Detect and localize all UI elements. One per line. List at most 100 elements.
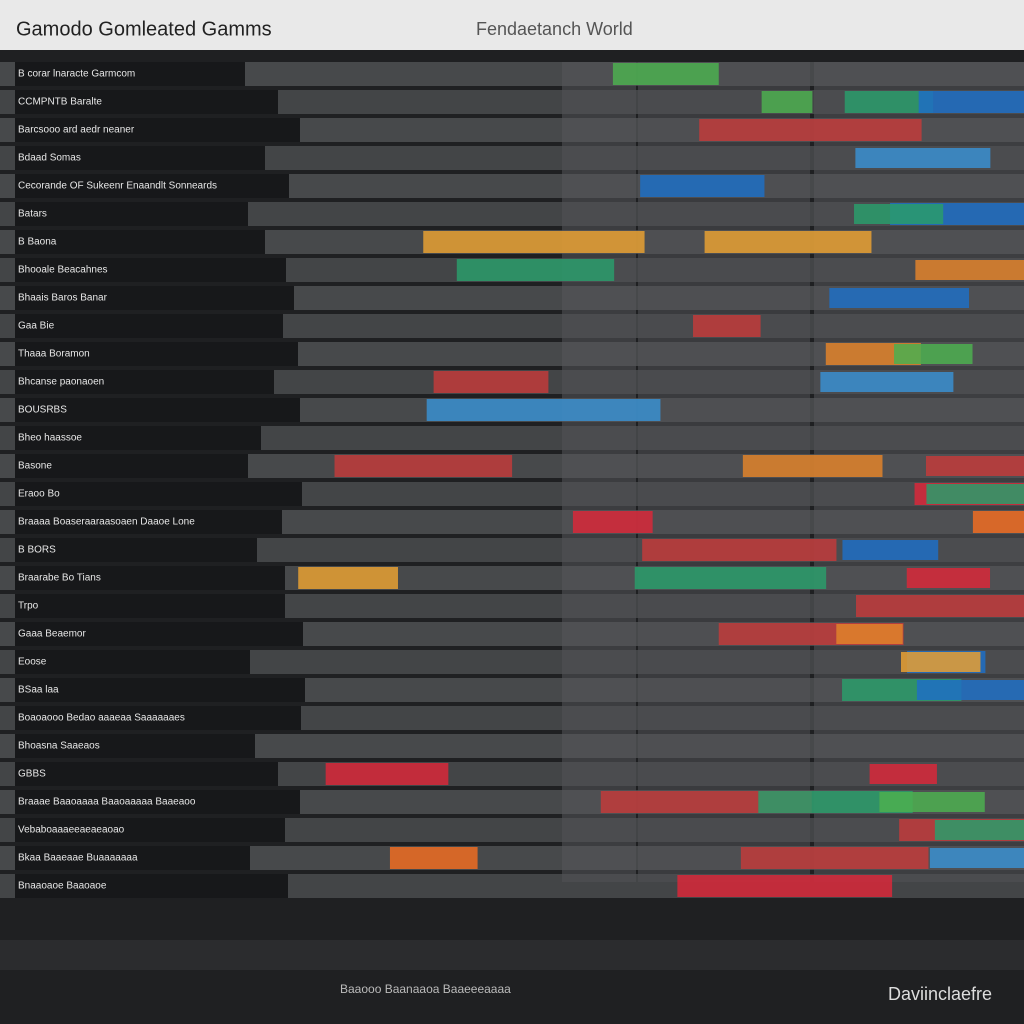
label-cell	[15, 426, 261, 450]
row-label: Cecorande OF Sukeenr Enaandlt Sonneards	[18, 181, 217, 192]
label-cell	[15, 398, 300, 422]
row-label: Bhooale Beacahnes	[18, 265, 108, 276]
label-cell	[15, 286, 294, 310]
color-segment	[916, 680, 1024, 700]
row-label: B corar lnaracte Garmcom	[18, 69, 135, 80]
label-cell	[15, 622, 303, 646]
color-segment	[423, 231, 645, 253]
color-segment	[433, 371, 549, 393]
row-label: Bkaa Baaeaae Buaaaaaaa	[18, 853, 138, 864]
label-cell	[15, 370, 274, 394]
color-segment	[900, 652, 981, 672]
row-label: Braarabe Bo Tians	[18, 573, 101, 584]
color-segment	[879, 792, 985, 812]
color-segment	[758, 791, 913, 813]
title: Gamodo Gomleated Gamms	[16, 18, 272, 40]
row-label: Barcsooo ard aedr neaner	[18, 125, 135, 136]
color-segment	[854, 204, 944, 224]
color-segment	[906, 568, 991, 588]
color-segment	[334, 455, 513, 477]
color-segment	[820, 372, 954, 392]
color-segment	[742, 455, 883, 477]
label-cell	[15, 538, 257, 562]
label-cell	[15, 314, 283, 338]
subtitle: Fendaetanch World	[476, 19, 633, 39]
footer-caption: Baaooo Baanaaoa Baaeeeaaaa	[340, 982, 511, 996]
row-label: Bdaad Somas	[18, 153, 81, 164]
color-segment	[918, 91, 1024, 113]
row-label: BSaa laa	[18, 685, 59, 696]
row-label: Thaaa Boramon	[18, 349, 90, 360]
color-segment	[740, 847, 929, 869]
label-cell	[15, 202, 248, 226]
label-cell	[15, 146, 265, 170]
color-segment	[426, 399, 661, 421]
label-cell	[15, 650, 250, 674]
label-cell	[15, 790, 300, 814]
color-segment	[693, 315, 761, 337]
row-label: Trpo	[18, 601, 39, 612]
color-segment	[325, 763, 449, 785]
color-segment	[915, 260, 1024, 280]
color-segment	[869, 764, 937, 784]
color-segment	[894, 344, 973, 364]
color-segment	[761, 91, 813, 113]
color-segment	[640, 175, 765, 197]
color-segment	[677, 875, 893, 897]
color-segment	[972, 511, 1024, 533]
row-label: Braaae Baaoaaaa Baaoaaaaa Baaeaoo	[18, 797, 196, 808]
label-cell	[15, 566, 285, 590]
color-segment	[389, 847, 478, 869]
color-segment	[929, 848, 1024, 868]
color-segment	[829, 288, 970, 308]
label-cell	[15, 734, 255, 758]
color-segment	[836, 624, 903, 644]
row-label: Bnaaoaoe Baaoaoe	[18, 881, 107, 892]
label-cell	[15, 174, 289, 198]
label-cell	[15, 510, 282, 534]
row-label: BOUSRBS	[18, 405, 67, 416]
color-segment	[856, 595, 1024, 617]
row-label: B BORS	[18, 545, 56, 556]
color-segment	[704, 231, 872, 253]
label-cell	[15, 482, 302, 506]
label-cell	[15, 342, 298, 366]
label-cell	[15, 818, 285, 842]
color-segment	[934, 820, 1024, 840]
label-cell	[15, 454, 248, 478]
brand: Daviinclaefre	[888, 984, 992, 1004]
label-cell	[15, 762, 278, 786]
label-cell	[15, 874, 288, 898]
row-label: Vebaboaaaeeaeaeaoao	[18, 825, 125, 836]
row-label: B Baona	[18, 237, 57, 248]
color-segment	[699, 119, 922, 141]
label-cell	[15, 90, 278, 114]
label-cell	[15, 678, 305, 702]
row-label: Eoose	[18, 657, 47, 668]
row-label: Gaa Bie	[18, 321, 55, 332]
color-segment	[642, 539, 837, 561]
color-segment	[844, 91, 934, 113]
color-segment	[572, 511, 653, 533]
row-label: Bhaais Baros Banar	[18, 293, 108, 304]
footer-strip	[0, 940, 1024, 970]
row-label: Bhoasna Saaeaos	[18, 741, 100, 752]
color-segment	[926, 484, 1024, 504]
row-label: Bheo haassoe	[18, 433, 82, 444]
color-segment	[612, 63, 719, 85]
row-label: Boaoaooo Bedao aaaeaa Saaaaaaes	[18, 713, 185, 724]
row-label: Basone	[18, 461, 52, 472]
label-cell	[15, 258, 286, 282]
row-label: Bhcanse paonaoen	[18, 377, 104, 388]
row-label: GBBS	[18, 769, 46, 780]
color-segment	[925, 456, 1024, 476]
label-cell	[15, 846, 250, 870]
label-cell	[15, 230, 265, 254]
label-cell	[15, 118, 300, 142]
row-label: Braaaa Boaseraaraasoaen Daaoe Lone	[18, 517, 195, 528]
color-segment	[842, 540, 939, 560]
row-label: CCMPNTB Baralte	[18, 97, 102, 108]
color-segment	[456, 259, 615, 281]
color-segment	[634, 567, 827, 589]
